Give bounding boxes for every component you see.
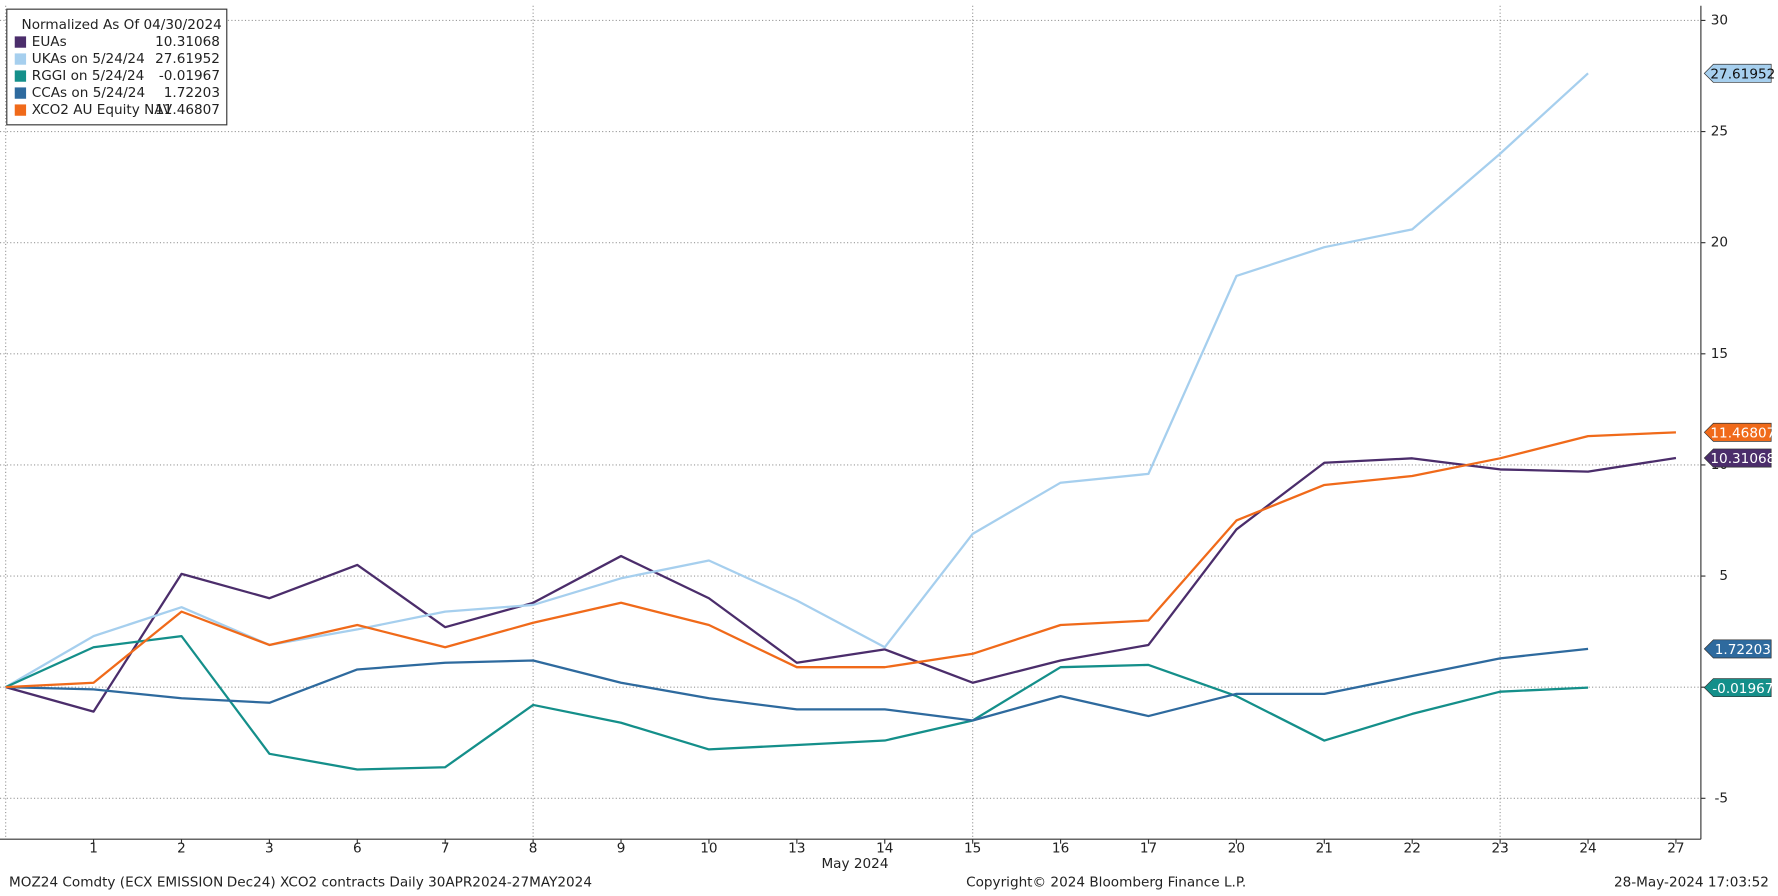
legend-value: 10.31068 (155, 34, 220, 50)
series-line (5, 634, 1589, 771)
legend-swatch (14, 87, 27, 99)
value-tag-label: -0.01967 (1712, 681, 1773, 697)
legend-title: Normalized As Of 04/30/2024 (22, 17, 222, 33)
legend-value: 1.72203 (164, 85, 220, 101)
y-tick-label: 25 (1711, 124, 1728, 140)
footer-text: MOZ24 Comdty (ECX EMISSION (9, 874, 223, 890)
legend-label: XCO2 AU Equity NAV (32, 102, 173, 118)
value-tag (1703, 678, 1772, 698)
footer-text: 28-May-2024 17:03:52 (1614, 874, 1769, 890)
legend-swatch (14, 104, 27, 116)
x-tick-label: 6 (353, 840, 362, 856)
legend-box (6, 8, 228, 126)
x-tick-label: 2 (177, 840, 186, 856)
legend-swatch (14, 36, 27, 48)
x-tick-label: 20 (1228, 840, 1245, 856)
footer-text: Copyright© 2024 Bloomberg Finance L.P. (966, 874, 1246, 890)
value-tag-label: 27.61952 (1710, 66, 1775, 82)
y-tick-label: 20 (1711, 235, 1728, 251)
y-tick-label: 15 (1711, 346, 1728, 362)
legend-label: UKAs on 5/24/24 (32, 51, 145, 67)
y-tick-label: 5 (1719, 568, 1728, 584)
series-line (5, 72, 1589, 689)
value-tag-label: 11.46807 (1710, 425, 1775, 441)
value-tag (1703, 639, 1772, 659)
x-tick-label: 10 (700, 840, 717, 856)
series-line (5, 431, 1676, 689)
x-tick-label: 13 (788, 840, 805, 856)
x-tick-label: 14 (876, 840, 893, 856)
x-axis-label: May 2024 (821, 856, 888, 872)
x-tick-label: 21 (1316, 840, 1333, 856)
legend-value: -0.01967 (159, 68, 220, 84)
x-tick-label: 16 (1052, 840, 1069, 856)
legend-swatch (14, 53, 27, 65)
legend-value: 27.61952 (155, 51, 220, 67)
x-tick-label: 27 (1667, 840, 1684, 856)
series-line (5, 647, 1589, 722)
x-tick-label: 8 (529, 840, 538, 856)
value-tag (1703, 448, 1772, 468)
legend-label: RGGI on 5/24/24 (32, 68, 145, 84)
series-line (5, 456, 1677, 713)
legend-label: CCAs on 5/24/24 (32, 85, 145, 101)
value-tag (1703, 422, 1772, 442)
legend-value: 11.46807 (155, 102, 220, 118)
x-tick-label: 7 (441, 840, 450, 856)
x-tick-label: 24 (1579, 840, 1596, 856)
value-tag-label: 10.31068 (1710, 451, 1775, 467)
value-tag (1703, 63, 1772, 83)
x-tick-label: 9 (617, 840, 626, 856)
x-tick-label: 23 (1491, 840, 1508, 856)
x-tick-label: 1 (89, 840, 98, 856)
y-tick-label: 30 (1711, 12, 1728, 28)
x-tick-label: 17 (1140, 840, 1157, 856)
legend-swatch (14, 70, 27, 82)
x-tick-label: 3 (265, 840, 274, 856)
x-tick-label: 15 (964, 840, 981, 856)
y-tick-label: -5 (1715, 790, 1729, 806)
legend-label: EUAs (32, 34, 67, 50)
x-tick-label: 22 (1404, 840, 1421, 856)
footer-text: Dec24) XCO2 contracts Daily 30APR2024-27… (227, 874, 592, 890)
value-tag-label: 1.72203 (1715, 642, 1771, 658)
